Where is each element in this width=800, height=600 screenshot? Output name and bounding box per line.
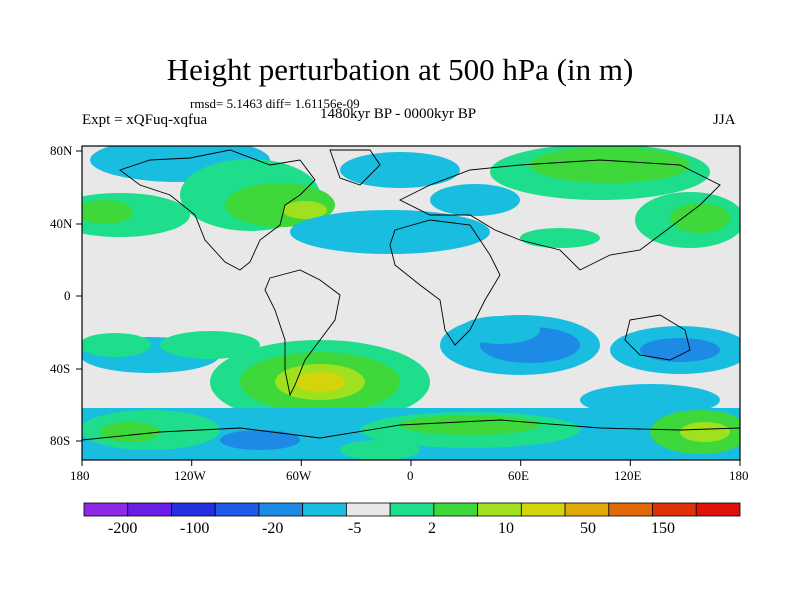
colorbar-label-2: 2 (428, 520, 436, 537)
lon-label-60w: 60W (286, 468, 312, 483)
colorbar-swatch (302, 502, 347, 517)
colorbar-label-minus200: -200 (108, 520, 138, 537)
colorbar-swatch (258, 502, 304, 517)
colorbar-swatch (171, 502, 216, 517)
lon-label-0: 0 (407, 468, 414, 483)
colorbar-swatch (695, 502, 741, 517)
antarctica-outline (82, 419, 740, 441)
lon-label-60e: 60E (508, 468, 529, 483)
colorbar-swatch (520, 502, 566, 517)
colorbar-label-10: 10 (498, 520, 514, 537)
australia-outline (624, 314, 691, 361)
africa-outline (389, 219, 501, 346)
colorbar-swatch (477, 502, 522, 517)
colorbar-swatch (83, 502, 129, 517)
continent-outlines (82, 149, 740, 441)
colorbar-swatch (214, 502, 260, 517)
colorbar-swatch (127, 502, 172, 517)
colorbar-label-minus20: -20 (262, 520, 284, 537)
map-ticks (76, 150, 741, 466)
colorbar-swatch (608, 502, 653, 517)
experiment-label: Expt = xQFuq-xqfua (82, 112, 208, 128)
season-label: JJA (713, 112, 736, 128)
lon-label-120w: 120W (174, 468, 206, 483)
lat-label-80n: 80N (50, 143, 73, 158)
south-america-outline (264, 269, 341, 397)
colorbar-label-minus100: -100 (180, 520, 210, 537)
lon-label-120e: 120E (614, 468, 642, 483)
lon-label-180e: 180 (729, 468, 749, 483)
contour-field (82, 146, 740, 460)
lon-label-180w: 180 (70, 468, 90, 483)
stats-label: rmsd= 5.1463 diff= 1.61156e-09 (190, 96, 360, 111)
period-label: 1480kyr BP - 0000kyr BP (320, 106, 477, 122)
colorbar-swatch (345, 502, 391, 517)
north-america-outline (119, 149, 316, 271)
colorbar-label-minus5: -5 (348, 520, 362, 537)
colorbar (83, 502, 741, 517)
lat-label-0: 0 (64, 288, 71, 303)
colorbar-swatch (389, 502, 435, 517)
lat-label-40n: 40N (50, 216, 73, 231)
europe-asia-outline (398, 159, 721, 271)
lat-label-40s: 40S (50, 361, 71, 376)
colorbar-label-50: 50 (580, 520, 596, 537)
colorbar-swatch (433, 502, 479, 517)
greenland-outline (329, 149, 381, 186)
page-title: Height perturbation at 500 hPa (in m) (166, 52, 634, 87)
colorbar-swatch (652, 502, 697, 517)
lat-label-80s: 80S (50, 433, 71, 448)
colorbar-label-150: 150 (651, 520, 675, 537)
colorbar-swatch (564, 502, 610, 517)
